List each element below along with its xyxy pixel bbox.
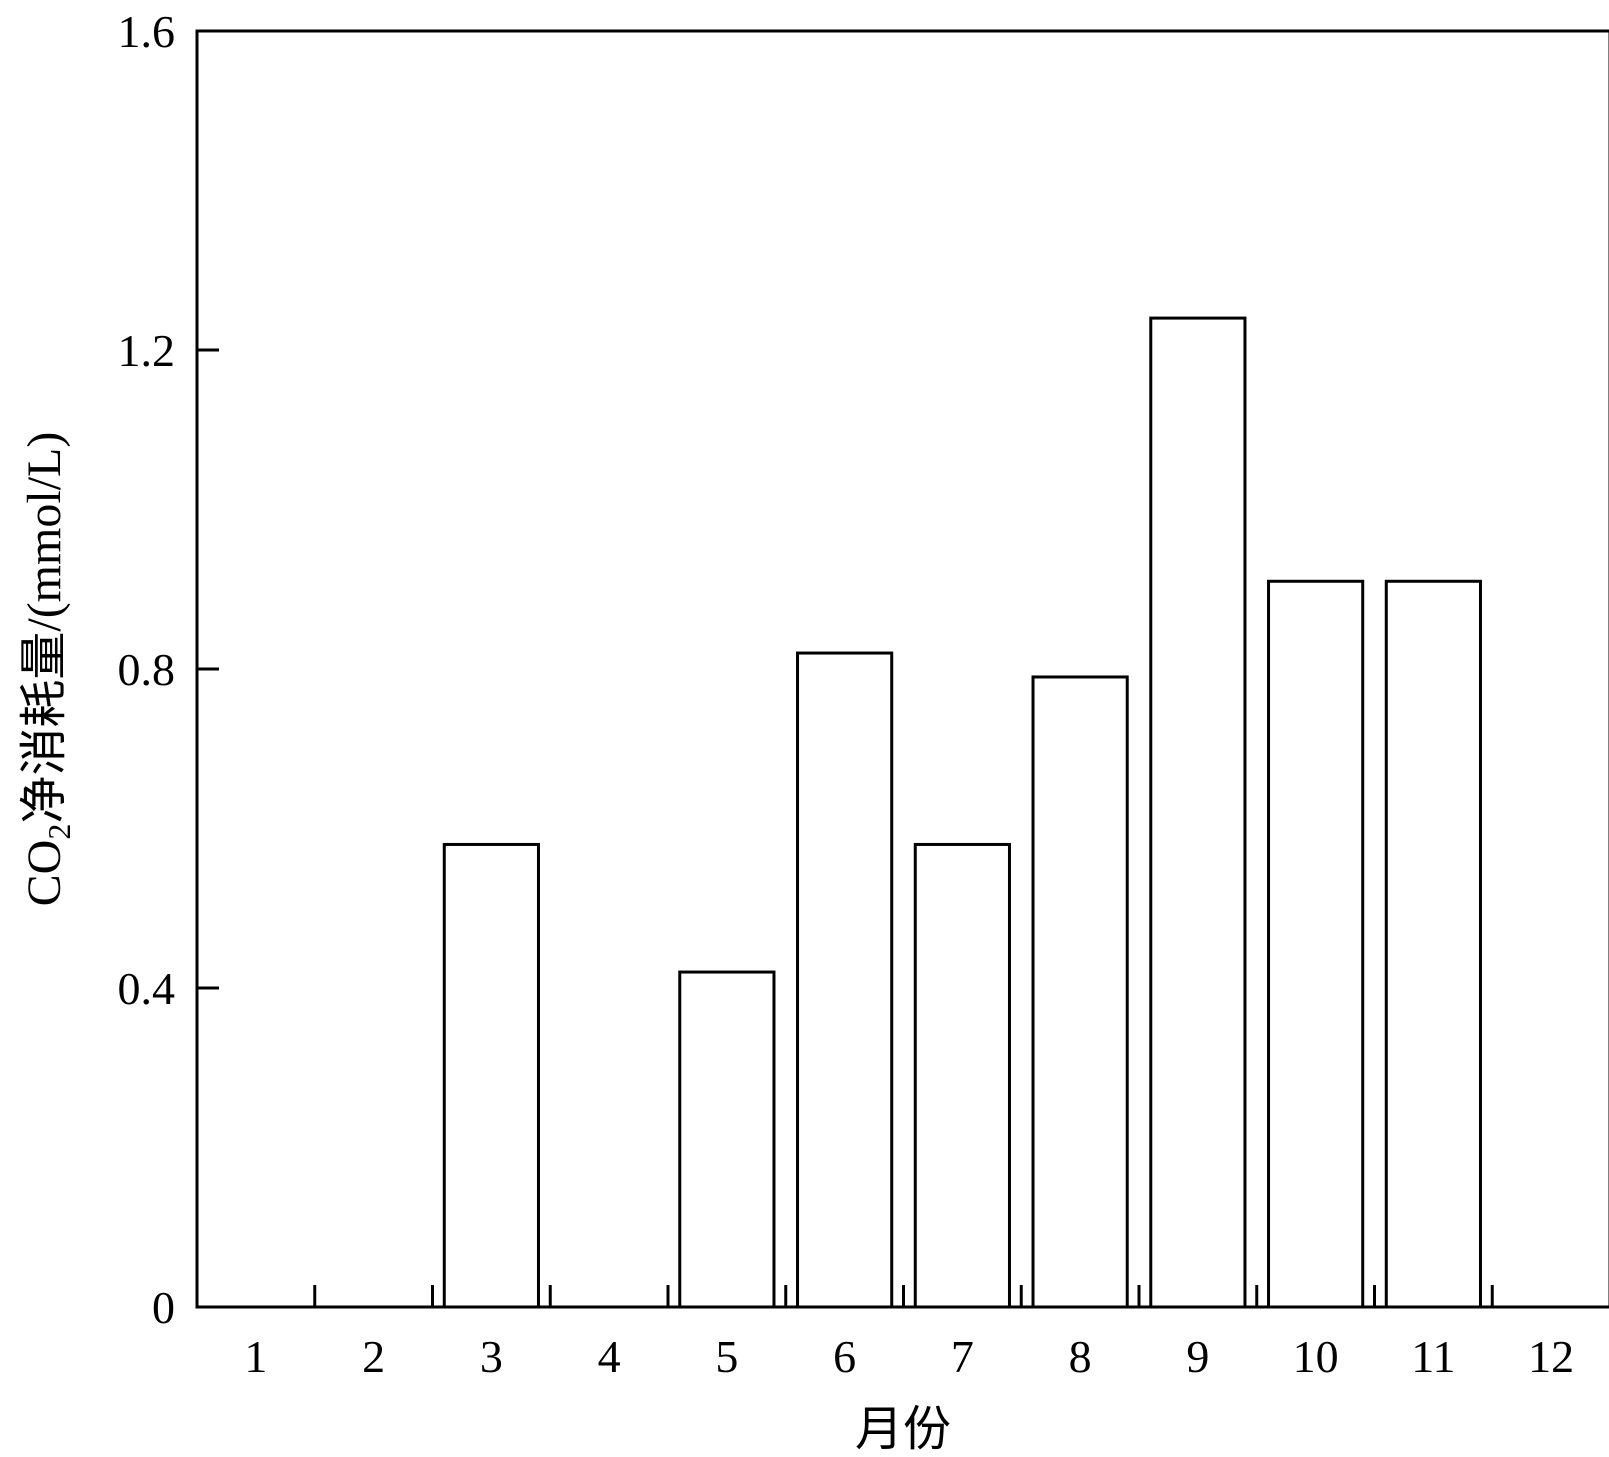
y-tick-label: 0.4: [118, 963, 176, 1014]
bar-month-3: [442, 842, 540, 1309]
x-tick-label: 8: [1069, 1331, 1092, 1382]
y-tick-label: 0: [152, 1282, 175, 1333]
x-tick-label: 11: [1411, 1331, 1455, 1382]
x-tick-label: 9: [1186, 1331, 1209, 1382]
x-tick-label: 5: [715, 1331, 738, 1382]
y-tick-label: 0.8: [118, 644, 176, 695]
x-tick-label: 4: [598, 1331, 621, 1382]
y-axis-title-prefix: CO: [18, 840, 71, 907]
x-tick-label: 2: [362, 1331, 385, 1382]
x-tick-label: 10: [1293, 1331, 1339, 1382]
y-axis-title-suffix: 净消耗量/(mmol/L): [18, 432, 71, 824]
bars-layer: [442, 316, 1482, 1309]
x-axis-title: 月份: [855, 1403, 951, 1456]
x-tick-label: 3: [480, 1331, 503, 1382]
y-tick-label: 1.2: [118, 325, 176, 376]
x-tick-label: 7: [951, 1331, 974, 1382]
x-tick-label: 6: [833, 1331, 856, 1382]
y-axis-title: CO2净消耗量/(mmol/L): [18, 432, 77, 907]
bar-month-9: [1149, 316, 1247, 1309]
bar-month-5: [678, 970, 776, 1309]
bar-month-8: [1031, 675, 1129, 1309]
bar-month-10: [1267, 579, 1365, 1309]
y-axis-title-subscript: 2: [41, 824, 77, 840]
bar-month-11: [1384, 579, 1482, 1309]
y-tick-label: 1.6: [118, 6, 176, 57]
bar-month-6: [796, 651, 894, 1309]
x-tick-label: 1: [244, 1331, 267, 1382]
y-ticks-layer: 0 0.4 0.8 1.2 1.6: [118, 6, 219, 1333]
x-tick-label: 12: [1528, 1331, 1574, 1382]
x-ticks-layer: 1 2 3 4 5 6 7 8 9 10 11 12: [195, 1285, 1609, 1382]
bar-month-7: [913, 842, 1011, 1309]
